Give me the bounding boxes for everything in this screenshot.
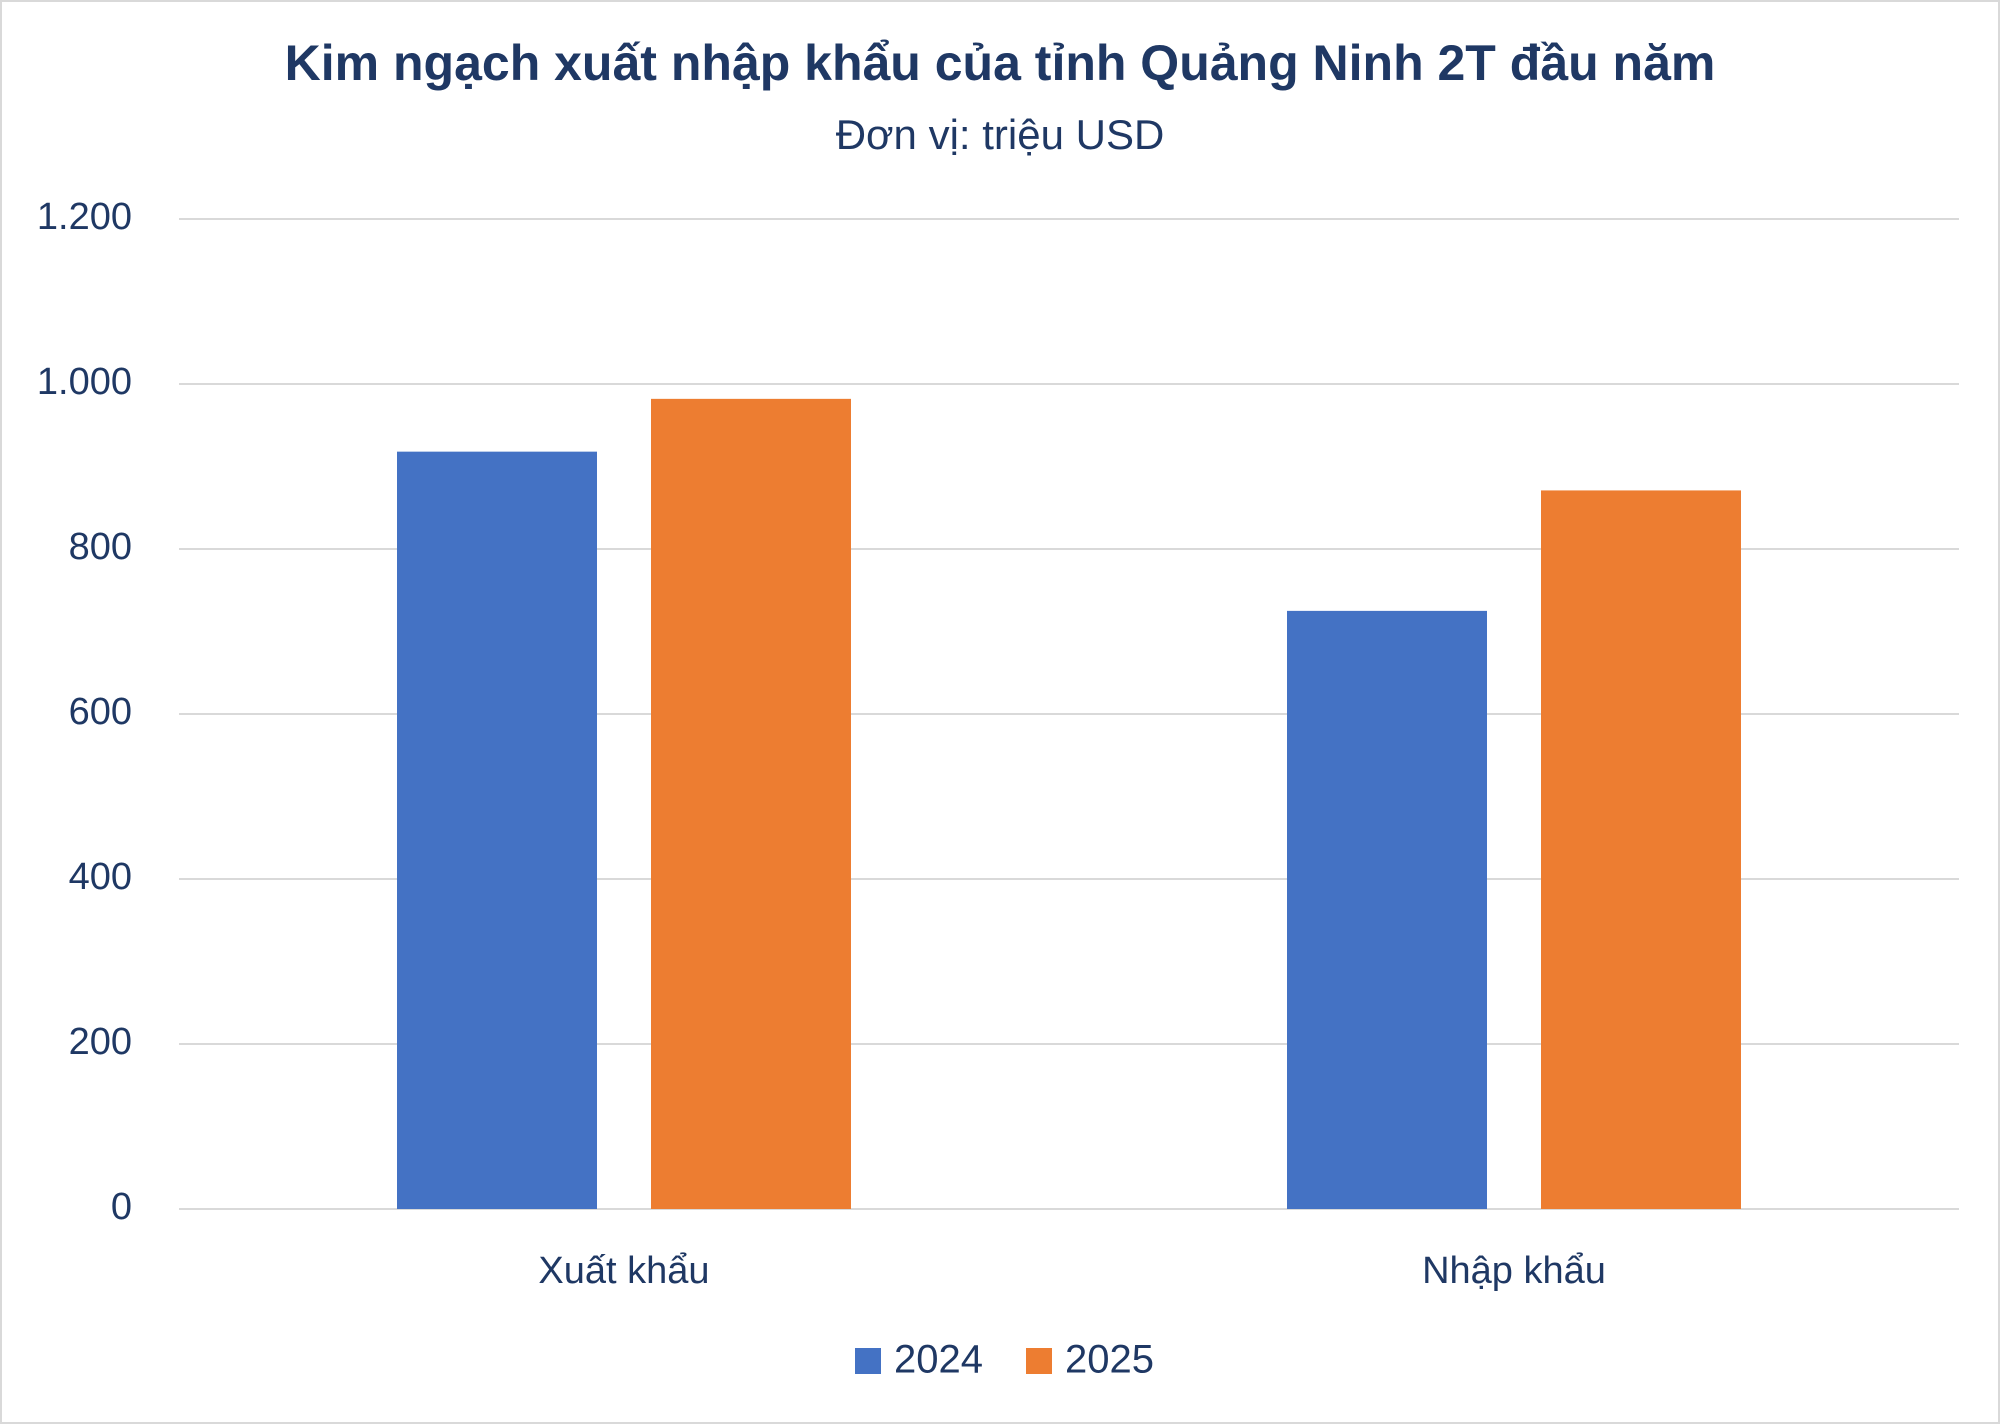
chart-subtitle: Đơn vị: triệu USD (836, 111, 1165, 158)
x-tick-label: Nhập khẩu (1422, 1250, 1606, 1292)
y-tick-label: 1.000 (37, 361, 132, 403)
bar (1541, 490, 1741, 1209)
y-tick-label: 200 (69, 1021, 132, 1063)
bar (397, 451, 597, 1209)
bar (651, 398, 851, 1210)
legend-swatch (1026, 1348, 1052, 1374)
chart-title: Kim ngạch xuất nhập khẩu của tỉnh Quảng … (285, 35, 1716, 91)
y-tick-label: 800 (69, 526, 132, 568)
x-tick-label: Xuất khẩu (538, 1250, 709, 1292)
legend-label: 2024 (894, 1338, 983, 1382)
y-tick-label: 600 (69, 691, 132, 733)
y-tick-label: 1.200 (37, 196, 132, 238)
y-tick-label: 400 (69, 856, 132, 898)
bar (1287, 610, 1487, 1209)
legend-label: 2025 (1065, 1338, 1154, 1382)
legend-swatch (855, 1348, 881, 1374)
y-tick-label: 0 (111, 1186, 132, 1228)
